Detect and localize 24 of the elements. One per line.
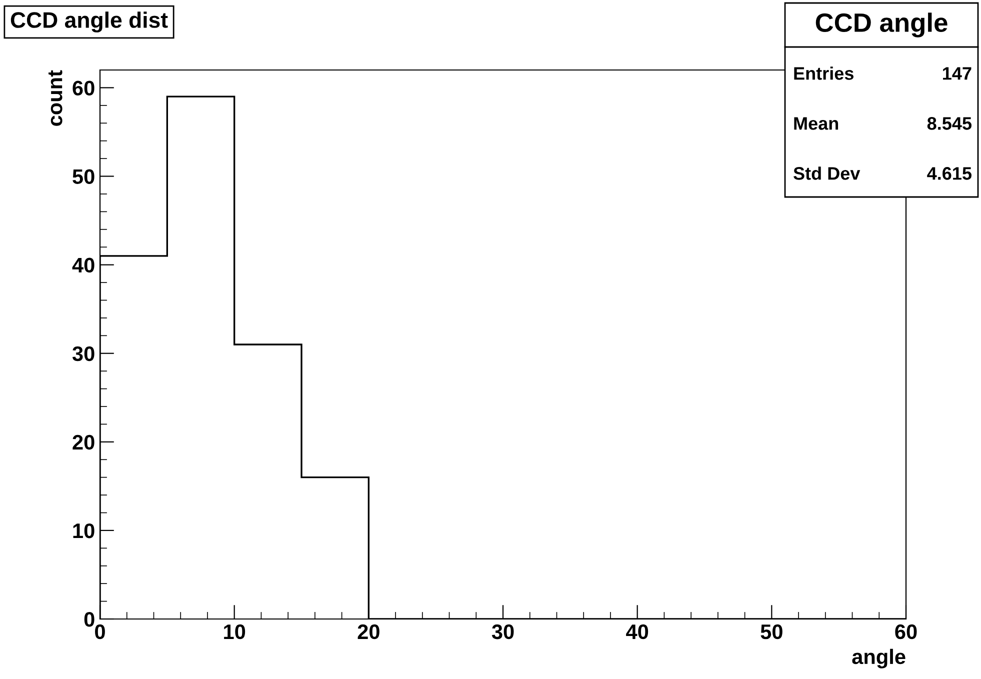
chart-title: CCD angle dist: [10, 12, 168, 32]
x-tick-label: 60: [895, 624, 917, 640]
annotation: Entries: [794, 66, 854, 80]
y-tick-label: 40: [72, 258, 94, 273]
y-tick-label: 50: [72, 169, 94, 184]
x-tick-label: 10: [224, 624, 246, 640]
text: 147: [943, 67, 972, 80]
x-tick-label: 50: [760, 624, 782, 640]
y-tick-label: 60: [72, 80, 94, 96]
text: 4.615: [927, 167, 972, 180]
x-tick-label: 40: [626, 624, 648, 640]
y-axis-title: count: [48, 70, 62, 126]
text: CCD angle: [816, 12, 948, 38]
y-tick-label: 30: [72, 346, 94, 362]
x-axis-title: angle: [852, 648, 906, 668]
y-tick-label: 20: [72, 434, 94, 450]
x-tick-label: 30: [492, 624, 514, 640]
annotation: Mean: [794, 117, 838, 130]
annotation: Std Dev: [794, 166, 860, 180]
x-tick-label: 20: [358, 624, 380, 640]
y-tick-label: 10: [73, 523, 94, 538]
text: 8.545: [927, 117, 972, 130]
y-tick-label: 0: [84, 612, 94, 627]
x-tick-label: 0: [95, 624, 105, 640]
